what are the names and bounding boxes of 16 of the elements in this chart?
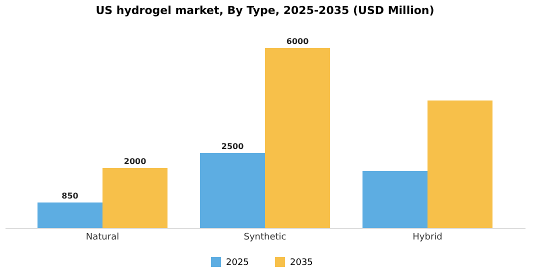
bar: [38, 202, 102, 228]
bar: [265, 48, 330, 228]
bar: [200, 153, 265, 228]
x-tick-label: Hybrid: [412, 232, 442, 242]
legend-label: 2025: [226, 258, 249, 268]
bar: [362, 171, 428, 228]
bar: [428, 100, 492, 228]
bar: [102, 168, 168, 228]
data-label: 850: [62, 192, 79, 200]
data-label: 2500: [221, 142, 244, 151]
data-label: 2000: [124, 157, 147, 166]
data-label: 6000: [286, 37, 310, 46]
legend-label: 2035: [290, 258, 313, 268]
x-tick-label: Natural: [86, 232, 120, 242]
chart-title: US hydrogel market, By Type, 2025-2035 (USD Million): [96, 4, 434, 17]
x-tick-label: Synthetic: [244, 232, 286, 242]
